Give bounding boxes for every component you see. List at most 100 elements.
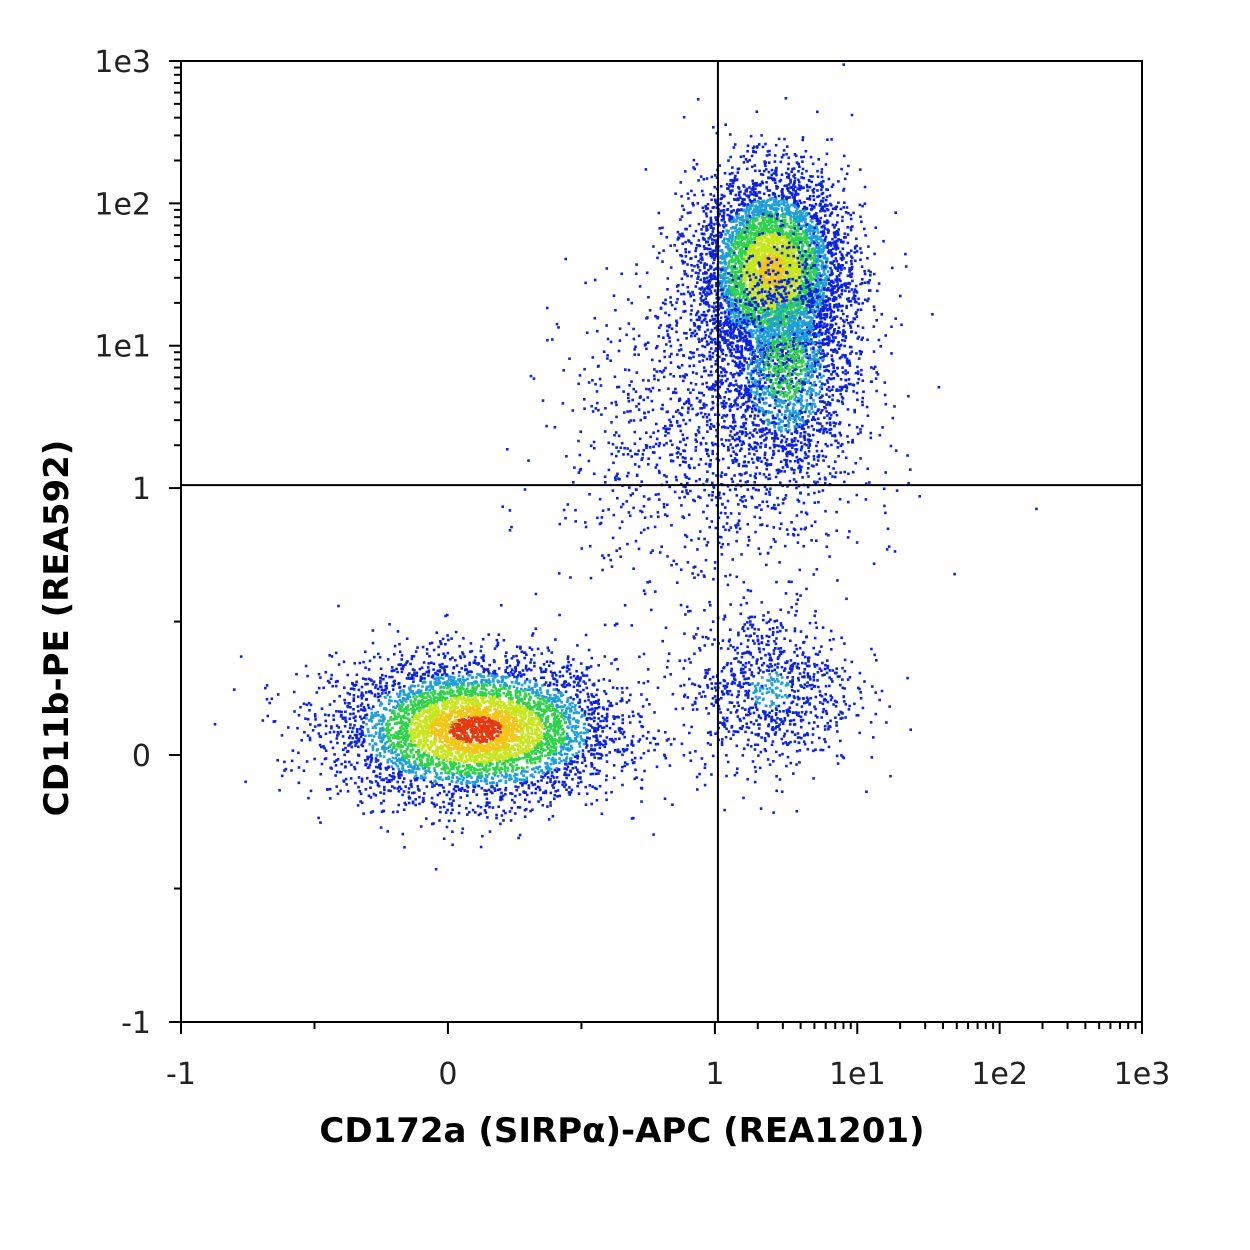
- event-dot: [515, 654, 518, 658]
- event-dot: [444, 642, 447, 646]
- event-dot: [488, 683, 492, 687]
- event-dot: [439, 806, 442, 809]
- event-dot: [356, 705, 360, 708]
- event-dot: [372, 705, 375, 708]
- event-dot: [332, 714, 335, 717]
- event-dot: [402, 790, 406, 793]
- event-dot: [441, 704, 444, 708]
- event-dot: [446, 682, 450, 686]
- event-dot: [553, 734, 557, 738]
- event-dot: [552, 682, 556, 686]
- event-dot: [320, 762, 324, 766]
- event-dot: [515, 763, 518, 767]
- event-dot: [360, 801, 364, 805]
- event-dot: [433, 734, 437, 738]
- event-dot: [344, 720, 348, 724]
- event-dot: [453, 743, 457, 746]
- event-dot: [483, 691, 487, 695]
- event-dot: [511, 704, 514, 708]
- event-dot: [520, 673, 524, 677]
- event-dot: [632, 816, 635, 820]
- event-dot: [605, 753, 608, 757]
- event-dot: [491, 744, 495, 747]
- event-dot: [600, 754, 604, 757]
- event-dot: [487, 772, 491, 776]
- event-dot: [591, 772, 595, 776]
- event-dot: [488, 706, 492, 709]
- event-dot: [460, 728, 464, 731]
- event-dot: [374, 731, 378, 734]
- event-dot: [536, 780, 540, 783]
- event-dot: [353, 662, 356, 665]
- event-dot: [435, 676, 439, 679]
- event-dot: [504, 687, 507, 691]
- event-dot: [668, 764, 672, 767]
- event-dot: [527, 692, 531, 696]
- event-dot: [420, 666, 424, 670]
- event-dot: [441, 702, 444, 706]
- event-dot: [537, 728, 541, 732]
- event-dot: [448, 682, 452, 685]
- event-dot: [488, 749, 491, 752]
- event-dot: [587, 648, 591, 652]
- event-dot: [330, 655, 334, 658]
- event-dot: [379, 754, 382, 758]
- event-dot: [447, 819, 451, 823]
- event-dot: [335, 770, 339, 774]
- event-dot: [423, 766, 426, 770]
- event-dot: [548, 681, 552, 685]
- event-dot: [342, 716, 345, 720]
- event-dot: [454, 680, 458, 684]
- event-dot: [545, 716, 549, 719]
- event-dot: [603, 655, 607, 658]
- event-dot: [442, 682, 445, 685]
- event-dot: [663, 754, 667, 758]
- event-dot: [500, 774, 504, 777]
- event-dot: [520, 683, 524, 687]
- event-dot: [572, 717, 576, 720]
- event-dot: [405, 748, 409, 751]
- event-dot: [480, 731, 483, 734]
- event-dot: [412, 695, 415, 699]
- event-dot: [389, 743, 393, 747]
- event-dot: [630, 758, 634, 762]
- event-dot: [506, 745, 510, 748]
- event-dot: [453, 819, 456, 822]
- event-dot: [554, 638, 557, 641]
- event-dot: [482, 745, 486, 749]
- event-dot: [270, 697, 274, 701]
- event-dot: [595, 727, 598, 730]
- event-dot: [505, 715, 509, 719]
- event-dot: [368, 763, 372, 767]
- event-dot: [381, 689, 385, 692]
- event-dot: [306, 734, 310, 737]
- event-dot: [496, 643, 500, 646]
- event-dot: [477, 754, 481, 758]
- event-dot: [295, 672, 298, 676]
- event-dot: [529, 774, 533, 777]
- event-dot: [424, 741, 427, 745]
- event-dot: [476, 804, 480, 808]
- event-dot: [442, 800, 445, 804]
- event-dot: [345, 783, 348, 786]
- event-dot: [466, 743, 470, 747]
- event-dot: [470, 670, 473, 674]
- event-dot: [430, 796, 434, 800]
- event-dot: [569, 744, 573, 748]
- event-dot: [569, 769, 572, 773]
- event-dot: [399, 743, 403, 747]
- event-dot: [397, 767, 401, 771]
- event-dot: [400, 757, 404, 760]
- event-dot: [420, 763, 424, 766]
- event-dot: [558, 670, 562, 674]
- event-dot: [526, 706, 530, 709]
- event-dot: [582, 755, 585, 758]
- event-dot: [506, 712, 510, 716]
- event-dot: [405, 700, 408, 703]
- event-dot: [446, 634, 449, 637]
- event-dot: [408, 687, 411, 690]
- event-dot: [391, 767, 395, 771]
- event-dot: [593, 786, 597, 790]
- event-dot: [665, 739, 669, 742]
- event-dot: [433, 736, 437, 739]
